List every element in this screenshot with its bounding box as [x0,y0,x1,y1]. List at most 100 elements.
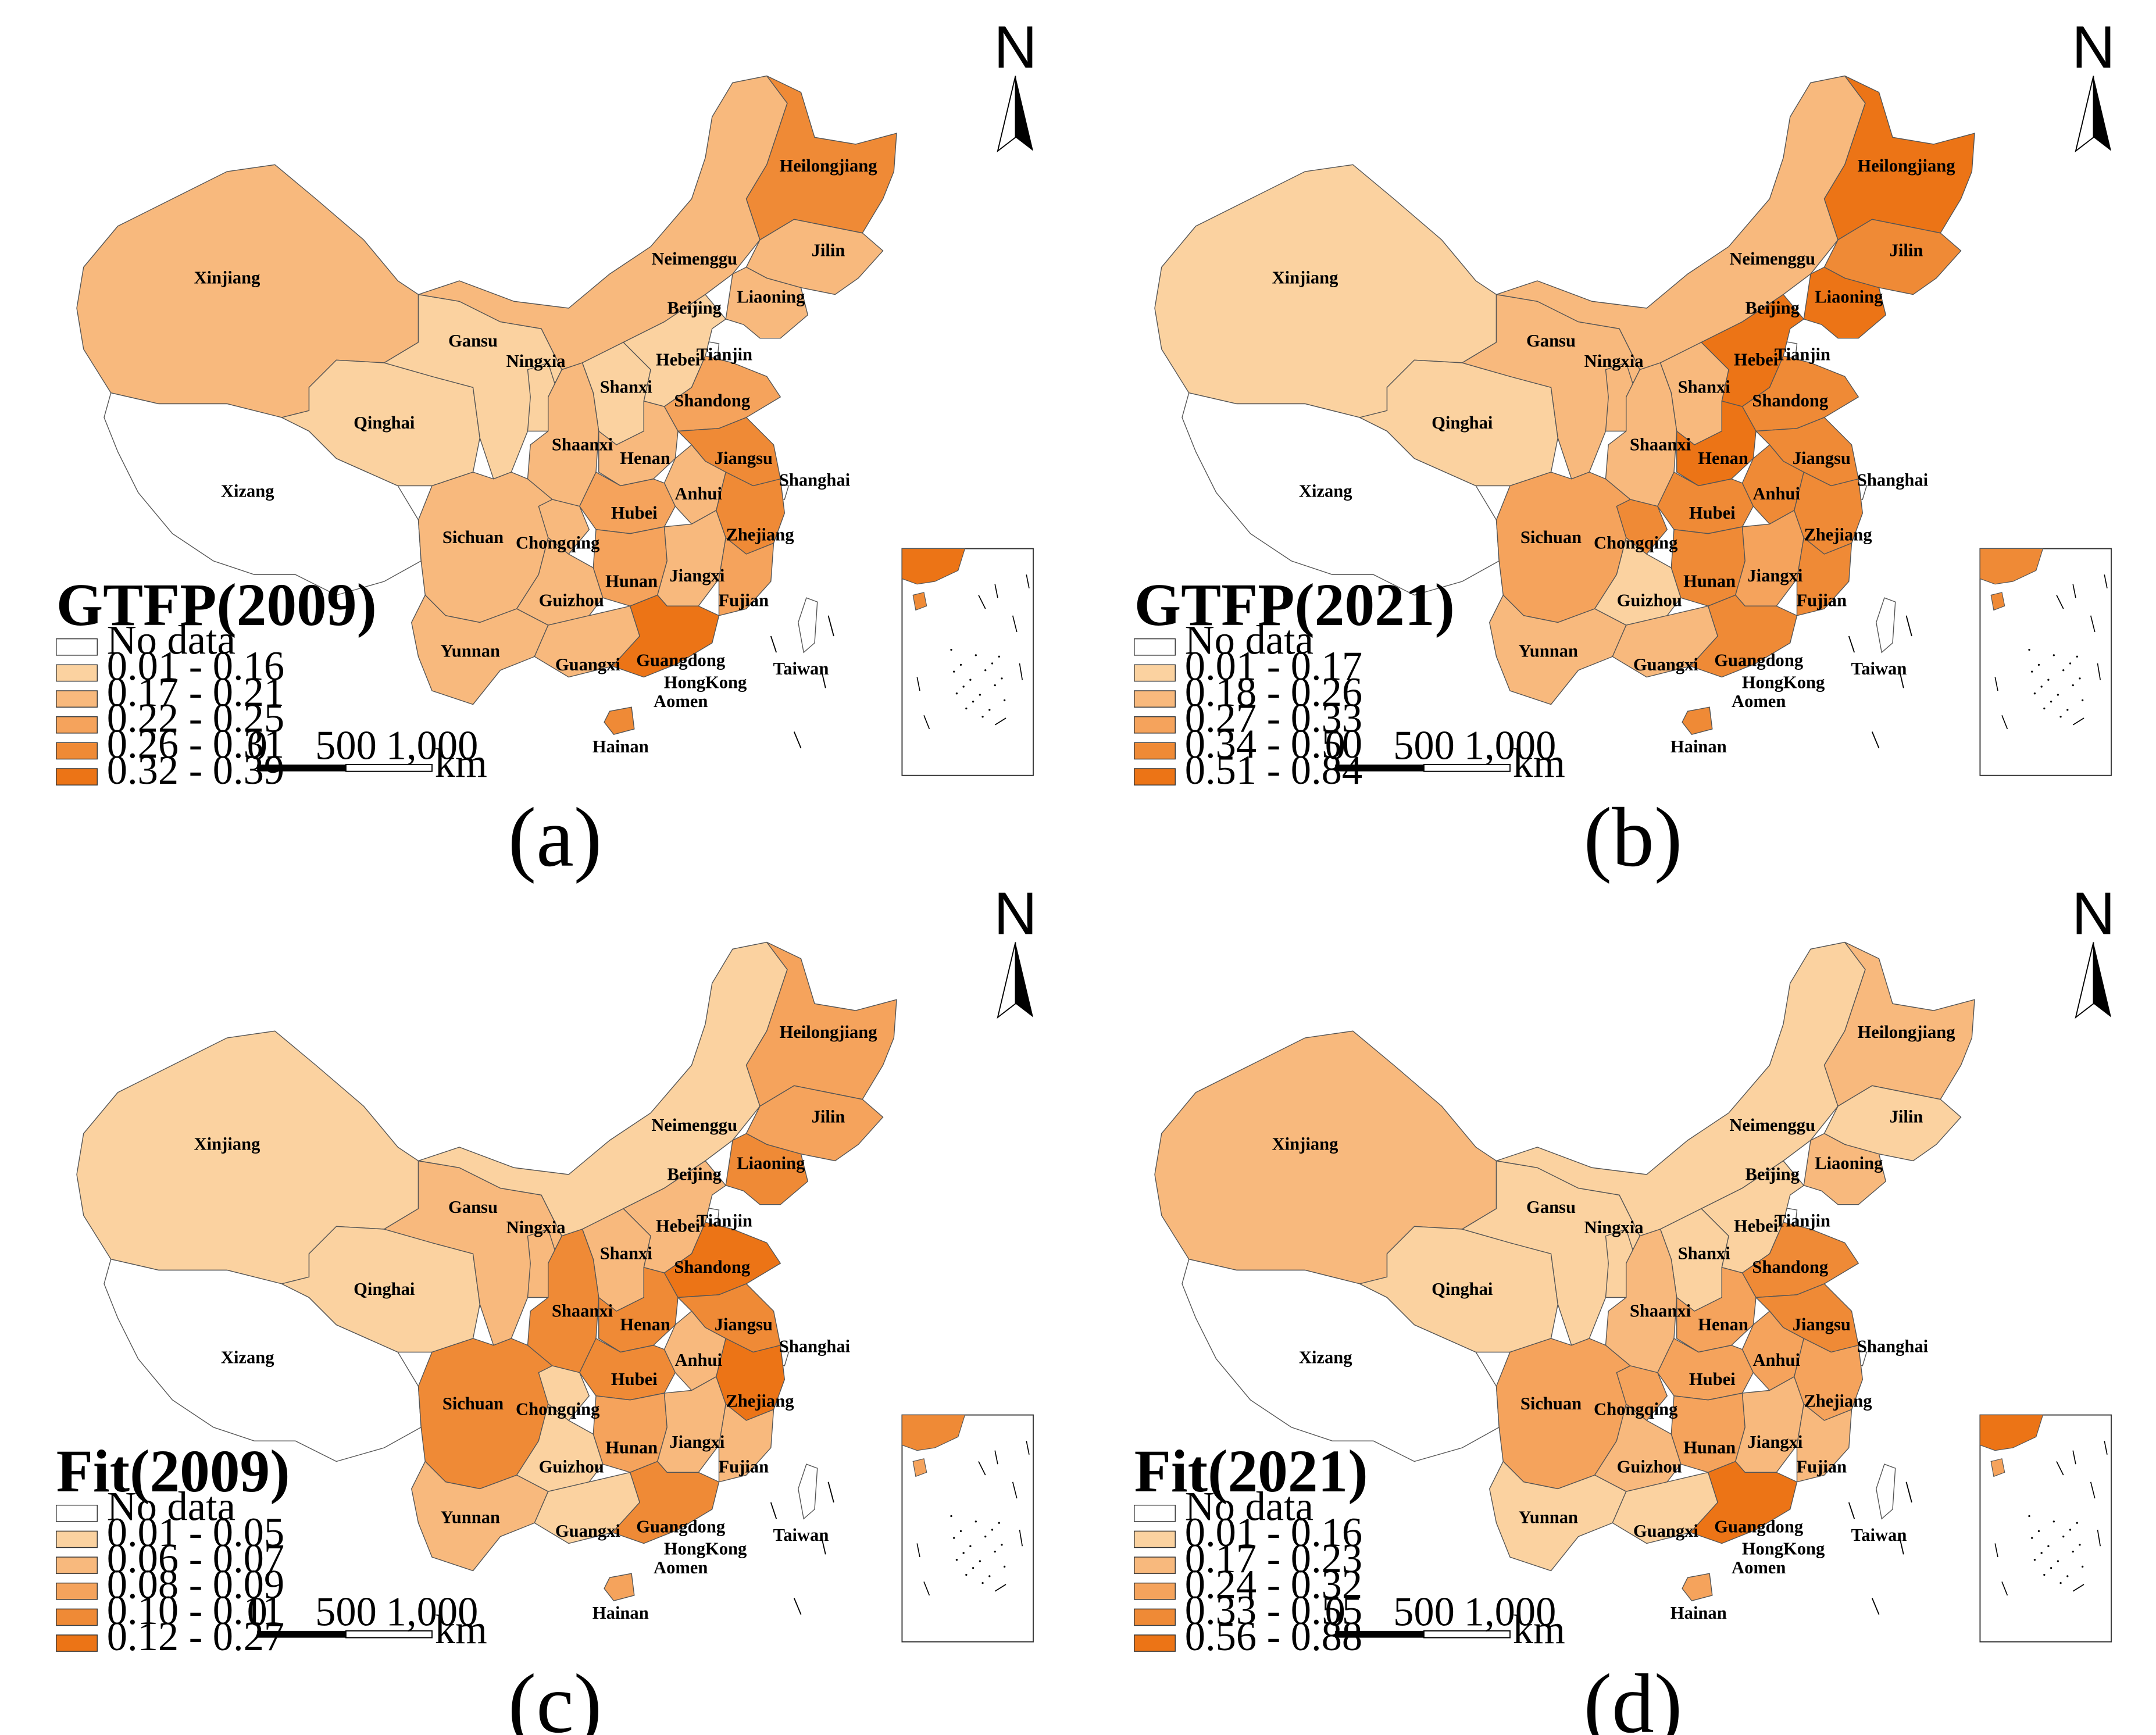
province-label-xinjiang: Xinjiang [194,1134,260,1154]
map-panel-d: Xinjiang Xizang Qinghai Gansu Ningxia Neimeng… [1134,879,2115,1735]
province-label-hunan: Hunan [605,571,658,591]
province-label-jilin: Jilin [1890,1107,1923,1127]
province-label-heilongjiang: Heilongjiang [1857,1022,1955,1042]
legend-swatch [1134,742,1176,760]
province-label-hebei: Hebei [656,350,701,370]
province-label-guizhou: Guizhou [539,1456,604,1476]
province-label-shanxi: Shanxi [1678,377,1731,397]
legend-swatch [1134,1582,1176,1600]
scale-tick-label: 1,000 [386,723,479,769]
province-fujian [718,537,774,616]
legend-swatch [1134,716,1176,734]
province-liaoning [725,266,809,339]
province-label-jiangsu: Jiangsu [715,1315,773,1334]
province-label-shandong: Shandong [674,1257,750,1277]
province-label-sichuan: Sichuan [1520,1394,1582,1413]
province-label-ningxia: Ningxia [1584,351,1644,371]
province-jiangxi [1734,509,1804,607]
south-china-sea-inset [1979,1414,2112,1643]
province-label-beijing: Beijing [667,298,722,317]
province-label-chongqing: Chongqing [516,1400,599,1419]
province-label-tianjin: Tianjin [1775,344,1830,364]
province-label-aomen: Aomen [654,691,708,711]
province-hainan [1682,1573,1713,1602]
legend-swatch [1134,1504,1176,1522]
inset-mainland [901,1415,966,1451]
province-label-neimenggu: Neimenggu [1729,249,1815,269]
legend-swatch [1134,690,1176,708]
province-label-guangxi: Guangxi [555,1521,621,1541]
north-label: N [2072,879,2115,947]
province-label-neimenggu: Neimenggu [1729,1115,1815,1135]
province-hainan [1682,706,1713,736]
inset-mainland [901,548,966,585]
province-label-jiangxi: Jiangxi [669,1432,725,1452]
province-fujian [1796,1403,1852,1483]
panel-caption: (d) [1584,1657,1683,1735]
province-label-yunnan: Yunnan [441,641,500,661]
province-fujian [718,1403,774,1483]
province-label-shandong: Shandong [674,391,750,410]
legend-swatch [1134,1608,1176,1626]
map-panel-c: Xinjiang Xizang Qinghai Gansu Ningxia Neimeng… [56,879,1037,1735]
scale-unit: km [1513,1607,1565,1652]
province-label-hebei: Hebei [1734,350,1779,370]
province-yunnan [1489,1461,1627,1572]
province-hunan [592,526,667,607]
province-label-tianjin: Tianjin [697,344,752,364]
province-label-shanghai: Shanghai [1857,470,1929,490]
province-label-hubei: Hubei [611,503,658,523]
legend-label: 0.32 - 0.39 [107,748,284,793]
north-label: N [2072,13,2115,80]
legend-title: Fit(2021) [1134,1438,1368,1505]
legend-label: No data [107,618,235,663]
legend-label: 0.24 - 0.32 [1185,1562,1362,1608]
province-guangdong [611,1461,720,1544]
legend-label: 0.34 - 0.50 [1185,722,1362,767]
province-label-chongqing: Chongqing [516,533,599,553]
north-arrow-icon: N [994,879,1037,1019]
map-panel-b: Xinjiang Xizang Qinghai Gansu Ningxia Neimeng… [1134,13,2115,884]
province-label-hainan: Hainan [592,737,649,756]
province-label-jiangsu: Jiangsu [1793,448,1851,468]
province-label-sichuan: Sichuan [1520,527,1582,547]
province-guangdong [1689,594,1798,678]
north-label: N [994,13,1037,80]
legend-title: GTFP(2021) [1134,572,1455,638]
north-arrow-icon: N [2072,879,2115,1019]
legend-label: 0.06 - 0.07 [107,1536,284,1582]
legend-label: 0.12 - 0.27 [107,1614,284,1659]
province-label-jilin: Jilin [812,1107,845,1127]
panel-caption: (c) [508,1657,602,1735]
province-label-fujian: Fujian [719,590,769,610]
legend-label: 0.01 - 0.05 [107,1510,284,1555]
inset-hainan [912,592,927,611]
province-label-chongqing: Chongqing [1594,533,1677,553]
province-label-xinjiang: Xinjiang [1272,268,1338,288]
province-label-yunnan: Yunnan [1519,1507,1578,1527]
province-label-guangdong: Guangdong [1714,651,1803,670]
province-label-hainan: Hainan [1670,1603,1727,1623]
province-label-taiwan: Taiwan [1851,1525,1907,1545]
province-label-ningxia: Ningxia [506,1218,566,1237]
province-label-xizang: Xizang [221,1347,274,1367]
province-label-aomen: Aomen [1732,691,1786,711]
legend-label: No data [1185,1484,1313,1530]
legend-label: 0.33 - 0.55 [1185,1588,1362,1633]
province-label-beijing: Beijing [1745,298,1800,317]
province-label-heilongjiang: Heilongjiang [779,156,877,176]
province-label-jiangxi: Jiangxi [1747,566,1803,586]
province-label-guizhou: Guizhou [1617,590,1682,610]
legend-label: 0.26 - 0.31 [107,722,284,767]
province-label-jilin: Jilin [812,241,845,260]
province-label-liaoning: Liaoning [1815,287,1883,307]
legend-label: 0.56 - 0.88 [1185,1614,1362,1659]
south-china-sea-inset [901,548,1034,776]
province-label-zhejiang: Zhejiang [726,1391,794,1411]
legend-label: 0.18 - 0.26 [1185,670,1362,715]
legend-swatch [56,1634,98,1652]
north-arrow-icon: N [994,13,1037,153]
